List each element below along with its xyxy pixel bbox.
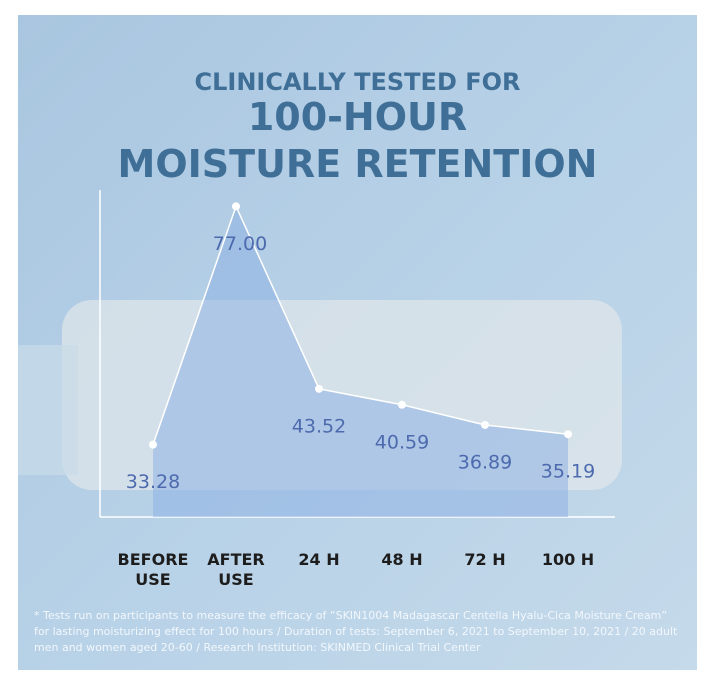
point: [149, 440, 157, 449]
value-label: 33.28: [126, 471, 180, 493]
product-cap: [18, 345, 78, 475]
point: [564, 430, 572, 439]
point: [481, 420, 489, 429]
x-tick-label: 72 H: [464, 550, 506, 569]
value-label: 77.00: [213, 233, 267, 255]
x-tick-label: 48 H: [381, 550, 423, 569]
point: [315, 384, 323, 393]
value-label: 36.89: [458, 451, 512, 473]
x-tick-label: 100 H: [541, 550, 595, 569]
footnote: * Tests run on participants to measure t…: [34, 609, 678, 654]
point: [232, 202, 240, 211]
title-line: 100-HOUR: [247, 95, 468, 139]
x-tick-label: BEFORE USE: [117, 550, 189, 589]
x-tick-label: AFTER USE: [207, 550, 265, 589]
point: [398, 400, 406, 409]
title-line: MOISTURE RETENTION: [117, 142, 598, 186]
area: [153, 206, 568, 517]
x-tick-label: 24 H: [298, 550, 340, 569]
line: [152, 204, 569, 445]
title-line: CLINICALLY TESTED FOR: [194, 68, 521, 96]
value-label: 35.19: [541, 461, 595, 483]
value-label: 43.52: [292, 415, 346, 437]
value-label: 40.59: [375, 431, 429, 453]
